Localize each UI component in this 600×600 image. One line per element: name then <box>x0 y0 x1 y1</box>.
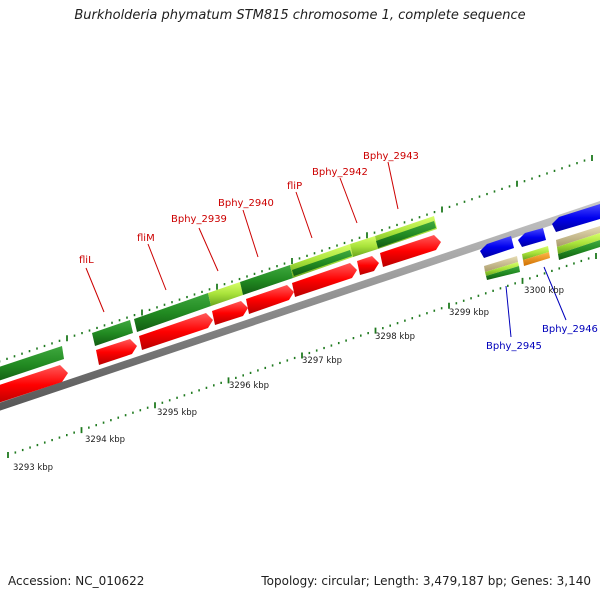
gene-label-bphy-2945: Bphy_2945 <box>486 341 542 352</box>
forward-gene-arrow <box>380 235 441 267</box>
forward-gene-arrow <box>212 301 248 325</box>
scale-label: 3298 kbp <box>375 332 415 342</box>
cds-segment <box>484 256 518 272</box>
map-title: Burkholderia phymatum STM815 chromosome … <box>74 8 526 23</box>
gene-label-bphy-2942: Bphy_2942 <box>312 167 368 178</box>
forward-gene-arrow <box>139 313 213 350</box>
reverse-gene-arrow <box>518 228 546 247</box>
gene-label-connector <box>147 243 167 291</box>
gene-label-connector <box>198 227 219 272</box>
accession-label: Accession: NC_010622 <box>8 574 145 588</box>
reverse-gene-arrow <box>552 204 600 232</box>
cds-segment <box>240 265 293 295</box>
scale-label: 3296 kbp <box>229 381 269 391</box>
cds-segment <box>92 320 133 346</box>
gene-label-connector <box>505 285 512 338</box>
forward-gene-arrow <box>0 365 68 403</box>
gene-label-connector <box>339 177 358 224</box>
forward-gene-arrow <box>357 256 379 275</box>
reverse-gene-arrow <box>480 236 514 258</box>
gene-label-connector <box>85 267 105 313</box>
cds-segment <box>292 250 352 276</box>
scale-label: 3294 kbp <box>85 435 125 445</box>
cds-segment <box>522 246 549 260</box>
cds-track <box>0 216 600 381</box>
gene-label-bphy-2940: Bphy_2940 <box>218 198 274 209</box>
gene-label-bphy-2939: Bphy_2939 <box>171 214 227 225</box>
cds-segment <box>485 262 519 276</box>
forward-gene-arrow <box>292 263 357 297</box>
scale-label: 3293 kbp <box>13 463 53 473</box>
cds-segment <box>134 293 211 332</box>
gene-label-connector <box>543 266 567 321</box>
cds-segment <box>376 221 436 248</box>
gene-label-bphy-2946: Bphy_2946 <box>542 324 598 335</box>
gene-label-flil: fliL <box>79 255 94 266</box>
cds-segment <box>0 346 64 381</box>
inner-scale-ticks <box>7 253 597 458</box>
reverse-genes <box>480 204 600 258</box>
label-connectors <box>85 161 567 338</box>
scale-labels: 3293 kbp 3294 kbp 3295 kbp 3296 kbp 3297… <box>13 286 564 473</box>
genome-backbone <box>0 201 600 411</box>
gene-label-bphy-2943: Bphy_2943 <box>363 151 419 162</box>
forward-gene-arrow <box>96 339 137 365</box>
gene-label-flip: fliP <box>287 181 302 192</box>
cds-segment <box>558 240 600 260</box>
gene-label-flim: fliM <box>137 233 155 244</box>
cds-segment <box>350 236 378 257</box>
scale-label: 3300 kbp <box>524 286 564 296</box>
outer-scale-ticks <box>0 155 593 363</box>
scale-label: 3295 kbp <box>157 408 197 418</box>
forward-gene-arrow <box>246 285 294 314</box>
cds-segment <box>557 233 600 254</box>
topology-summary: Topology: circular; Length: 3,479,187 bp… <box>261 574 591 588</box>
forward-genes <box>0 235 441 403</box>
scale-label: 3297 kbp <box>302 356 342 366</box>
gene-label-connector <box>242 209 259 258</box>
cds-segment <box>208 282 243 306</box>
gene-label-connector <box>295 191 313 239</box>
cds-segment <box>486 266 520 280</box>
gene-label-connector <box>387 161 399 210</box>
gene-labels: fliL fliM Bphy_2939 Bphy_2940 fliP Bphy_… <box>79 151 598 352</box>
scale-label: 3299 kbp <box>449 308 489 318</box>
cds-segment <box>523 252 550 266</box>
cds-segment <box>556 226 600 247</box>
